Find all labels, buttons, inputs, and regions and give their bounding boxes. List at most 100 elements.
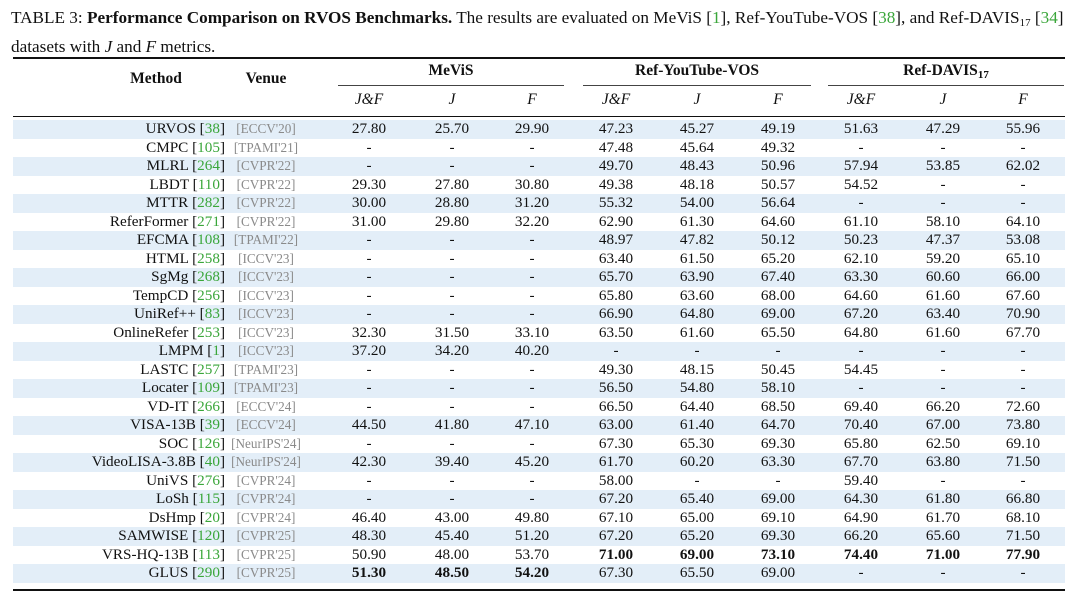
method-label: SgMg [ [151, 268, 198, 285]
metric-value: 61.10 [843, 212, 879, 230]
metric-value: 66.80 [1005, 490, 1041, 507]
metric-value: 40.20 [514, 342, 550, 359]
metric-value: - [529, 249, 535, 267]
citation-link[interactable]: 126 [197, 434, 220, 452]
citation-link[interactable]: 1 [711, 8, 721, 27]
metric-symbol-f: F [145, 37, 157, 56]
method-label: SOC [ [158, 434, 198, 452]
metric-value: 67.60 [1005, 286, 1041, 304]
citation-link[interactable]: 20 [204, 508, 220, 526]
metric-value: 49.38 [598, 175, 634, 193]
venue-label: [ICCV'23] [238, 306, 294, 321]
citation-link[interactable]: 258 [197, 249, 220, 267]
metric-value: 25.70 [434, 120, 470, 137]
method-name: VideoLISA-3.8B [40] [91, 453, 225, 470]
method-label: UniRef++ [ [134, 305, 205, 322]
citation-link[interactable]: 276 [197, 471, 220, 489]
metric-value: 53.70 [514, 545, 550, 563]
metric-value: 69.00 [760, 305, 796, 322]
metric-value: 64.60 [843, 286, 879, 304]
citation-link[interactable]: 264 [197, 157, 220, 174]
metric-value: - [858, 194, 864, 211]
metric-header-f: F [1018, 91, 1028, 108]
metric-value: 59.40 [843, 471, 879, 489]
metric-value: - [529, 157, 535, 174]
citation-link[interactable]: 39 [204, 416, 220, 433]
metric-value: 31.50 [434, 323, 470, 341]
venue-label: [NeurIPS'24] [231, 454, 301, 469]
method-label: LoSh [ [155, 490, 198, 507]
citation-link[interactable]: 268 [197, 268, 220, 285]
citation-link[interactable]: 113 [197, 545, 220, 563]
method-name: SgMg [268] [151, 268, 225, 285]
metric-value: 65.50 [679, 564, 715, 581]
metric-value: 65.00 [679, 508, 715, 526]
citation-link[interactable]: 34 [1040, 8, 1058, 27]
metric-value: 67.20 [843, 305, 879, 322]
metric-header-j: J [693, 91, 701, 108]
metric-value: 29.90 [514, 120, 550, 137]
metric-value: 65.20 [760, 249, 796, 267]
metric-value: - [366, 397, 372, 415]
metric-value: 58.10 [925, 212, 961, 230]
row-shading [13, 416, 1065, 435]
citation-link[interactable]: 271 [197, 212, 220, 230]
metric-value: 67.20 [598, 490, 634, 507]
metric-value: 45.64 [679, 138, 715, 156]
method-label: UniVS [ [146, 471, 198, 489]
metric-value: 68.50 [760, 397, 796, 415]
citation-link[interactable]: 40 [204, 453, 220, 470]
table-caption: TABLE 3: Performance Comparison on RVOS … [11, 8, 1064, 56]
metric-value: - [449, 305, 455, 322]
venue-label: [TPAMI'23] [233, 380, 299, 395]
row-shading [13, 453, 1065, 472]
metric-value: - [940, 360, 946, 378]
top-rule [13, 57, 1065, 59]
citation-link[interactable]: 266 [197, 397, 220, 415]
metric-value: - [529, 305, 535, 322]
metric-value: 64.90 [843, 508, 879, 526]
metric-value: 66.20 [925, 397, 961, 415]
metric-value: 48.97 [598, 231, 634, 248]
metric-header-j: J [939, 91, 947, 108]
citation-link[interactable]: 256 [197, 286, 220, 304]
citation-link[interactable]: 108 [197, 231, 220, 248]
citation-link[interactable]: 109 [197, 379, 220, 396]
metric-value: - [529, 434, 535, 452]
method-name: LASTC [257] [140, 360, 225, 378]
method-label: Locater [ [141, 379, 198, 396]
metric-value: 65.40 [679, 490, 715, 507]
metric-value: - [858, 379, 864, 396]
citation-link[interactable]: 110 [197, 175, 220, 193]
metric-value: 64.80 [679, 305, 715, 322]
citation-link[interactable]: 257 [197, 360, 220, 378]
method-name: URVOS [38] [145, 120, 225, 137]
citation-link[interactable]: 253 [197, 323, 220, 341]
citation-link[interactable]: 120 [197, 527, 220, 544]
citation-link[interactable]: 38 [204, 120, 220, 137]
metric-value: 63.90 [679, 268, 715, 285]
metric-value: 56.64 [760, 194, 796, 211]
group-header-mevis: MeViS [428, 62, 474, 79]
citation-link[interactable]: 290 [197, 564, 220, 581]
metric-value: 62.90 [598, 212, 634, 230]
metric-value: 69.00 [679, 545, 715, 563]
metric-value: 69.00 [760, 490, 796, 507]
metric-value: - [529, 268, 535, 285]
metric-value: - [366, 138, 372, 156]
citation-link[interactable]: 83 [204, 305, 220, 322]
metric-value: 58.00 [598, 471, 634, 489]
citation-link[interactable]: 282 [197, 194, 220, 211]
metric-value: 64.40 [679, 397, 715, 415]
citation-link[interactable]: 38 [878, 8, 896, 27]
metric-value: 45.40 [434, 527, 470, 544]
citation-link[interactable]: 1 [212, 342, 220, 359]
metric-value: 66.90 [598, 305, 634, 322]
metric-value: - [940, 564, 946, 581]
caption-title: Performance Comparison on RVOS Benchmark… [86, 8, 453, 27]
metric-value: 49.19 [760, 120, 796, 137]
citation-link[interactable]: 105 [197, 138, 220, 156]
citation-link[interactable]: 115 [197, 490, 220, 507]
metric-value: 61.60 [925, 286, 961, 304]
metric-value: - [366, 305, 372, 322]
